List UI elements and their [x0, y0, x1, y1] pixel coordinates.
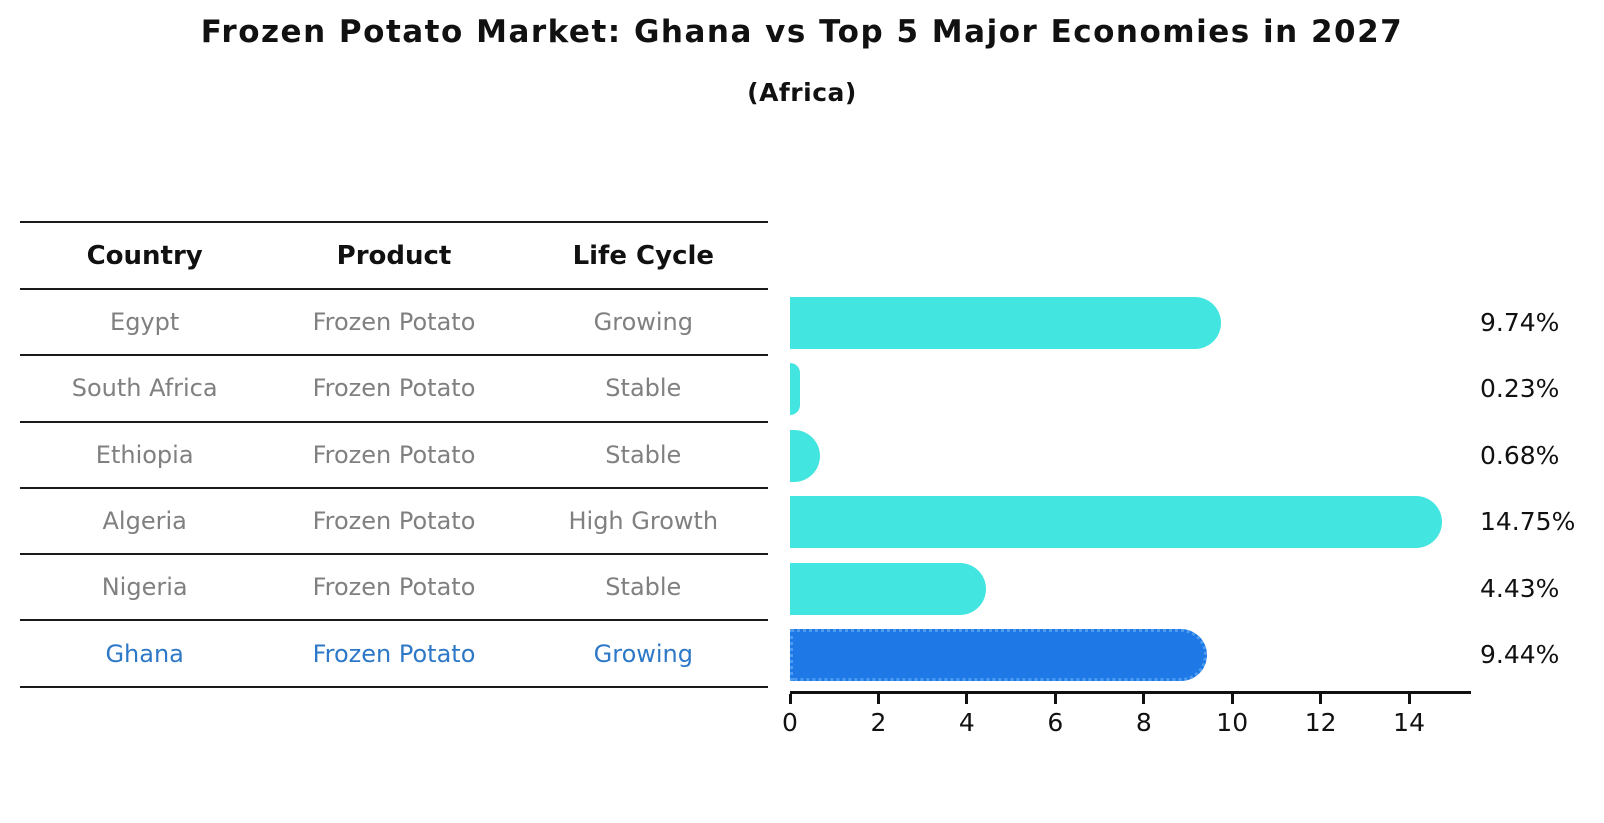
value-label-algeria: 14.75% [1480, 507, 1576, 537]
x-tick-label: 8 [1135, 708, 1152, 737]
bar-ghana [790, 629, 1208, 681]
country-cell: Algeria [102, 507, 187, 536]
x-tick-label: 4 [958, 708, 975, 737]
value-label-nigeria: 4.43% [1480, 573, 1560, 603]
value-label-ethiopia: 0.68% [1480, 440, 1560, 470]
x-tick-label: 2 [870, 708, 887, 737]
x-tick-label: 10 [1216, 708, 1249, 737]
product-cell: Frozen Potato [312, 440, 476, 469]
bar-algeria [790, 496, 1443, 549]
table-row-ghana: Ghana Frozen Potato Growing [20, 621, 768, 688]
life-cycle-cell: Stable [605, 374, 682, 403]
table-row-south-africa: South Africa Frozen Potato Stable [20, 356, 768, 423]
bar-nigeria [790, 562, 986, 615]
table-row-nigeria: Nigeria Frozen Potato Stable [20, 555, 768, 622]
x-tick-label: 14 [1393, 708, 1425, 737]
country-cell: South Africa [71, 374, 218, 403]
product-cell: Frozen Potato [312, 308, 476, 337]
column-header-country: Country [86, 240, 203, 271]
x-tick-mark [788, 694, 792, 704]
life-cycle-cell: Growing [593, 639, 693, 668]
x-tick-mark [1230, 694, 1234, 704]
life-cycle-cell: Stable [605, 440, 682, 469]
product-cell: Frozen Potato [312, 639, 476, 668]
x-tick-label: 0 [782, 708, 798, 737]
data-table: Country Product Life Cycle Egypt Frozen … [20, 221, 768, 688]
bar-egypt [790, 297, 1221, 349]
table-header-row: Country Product Life Cycle [20, 223, 768, 290]
x-tick-mark [1319, 694, 1323, 704]
value-label-egypt: 9.74% [1480, 308, 1560, 337]
x-tick-label: 12 [1304, 708, 1337, 737]
value-label-ghana: 9.44% [1480, 640, 1560, 669]
column-header-product: Product [336, 240, 452, 271]
life-cycle-cell: Growing [593, 308, 693, 337]
column-header-life-cycle: Life Cycle [572, 240, 715, 271]
life-cycle-cell: High Growth [568, 507, 719, 536]
product-cell: Frozen Potato [312, 507, 476, 536]
table-row-algeria: Algeria Frozen Potato High Growth [20, 489, 768, 556]
x-tick-mark [1142, 694, 1146, 704]
table-row-ethiopia: Ethiopia Frozen Potato Stable [20, 423, 768, 489]
country-cell: Ghana [105, 639, 184, 668]
bar-ethiopia [790, 429, 821, 482]
x-tick-mark [965, 694, 969, 704]
x-tick-mark [1407, 694, 1411, 704]
bar-south-africa [790, 363, 801, 416]
country-cell: Egypt [110, 308, 180, 337]
x-tick-mark [1053, 694, 1057, 704]
country-cell: Nigeria [101, 573, 188, 602]
chart-subtitle: (Africa) [747, 78, 857, 107]
country-cell: Ethiopia [95, 440, 194, 469]
table-row-egypt: Egypt Frozen Potato Growing [20, 290, 768, 357]
x-tick-mark [876, 694, 880, 704]
life-cycle-cell: Stable [605, 573, 682, 602]
chart-title: Frozen Potato Market: Ghana vs Top 5 Maj… [200, 14, 1404, 50]
value-label-south-africa: 0.23% [1480, 374, 1560, 404]
product-cell: Frozen Potato [312, 573, 476, 602]
x-axis-line [790, 691, 1471, 694]
product-cell: Frozen Potato [312, 374, 476, 403]
x-tick-label: 6 [1047, 708, 1064, 737]
